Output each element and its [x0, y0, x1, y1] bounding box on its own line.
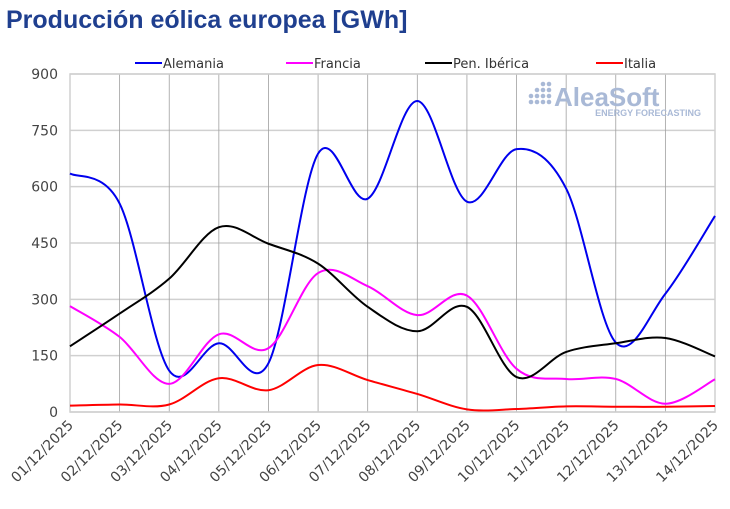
logo-dot-icon: [528, 93, 534, 99]
series-line-francia: [69, 268, 716, 405]
series-line-pen-ib-rica: [69, 225, 716, 380]
logo-tagline: ENERGY FORECASTING: [595, 108, 701, 118]
logo-name: AleaSoft: [554, 82, 660, 112]
y-tick-label: 600: [31, 180, 58, 196]
y-tick-label: 300: [31, 292, 58, 308]
logo-dot-icon: [546, 93, 552, 99]
logo-dot-icon: [546, 81, 552, 87]
y-tick-label: 0: [49, 405, 58, 421]
logo-dot-icon: [534, 99, 540, 105]
logo-dot-icon: [540, 81, 546, 87]
logo-dot-icon: [540, 87, 546, 93]
series-line-italia: [69, 364, 716, 412]
legend-label: Alemania: [163, 57, 224, 72]
logo-dot-icon: [546, 99, 552, 105]
y-tick-label: 900: [31, 67, 58, 83]
logo-dot-icon: [534, 87, 540, 93]
logo-dot-icon: [540, 93, 546, 99]
chart-title: Producción eólica europea [GWh]: [6, 6, 408, 34]
logo-dot-icon: [534, 93, 540, 99]
y-tick-label: 750: [31, 123, 58, 139]
series-line-alemania: [69, 100, 716, 378]
plot-border: [69, 73, 716, 413]
y-tick-label: 150: [31, 349, 58, 365]
y-tick-label: 450: [31, 236, 58, 252]
logo-dot-icon: [546, 87, 552, 93]
logo-dot-icon: [540, 99, 546, 105]
legend-label: Pen. Ibérica: [453, 57, 529, 72]
legend-label: Francia: [314, 57, 361, 72]
legend-label: Italia: [624, 57, 656, 72]
logo-dot-icon: [528, 99, 534, 105]
